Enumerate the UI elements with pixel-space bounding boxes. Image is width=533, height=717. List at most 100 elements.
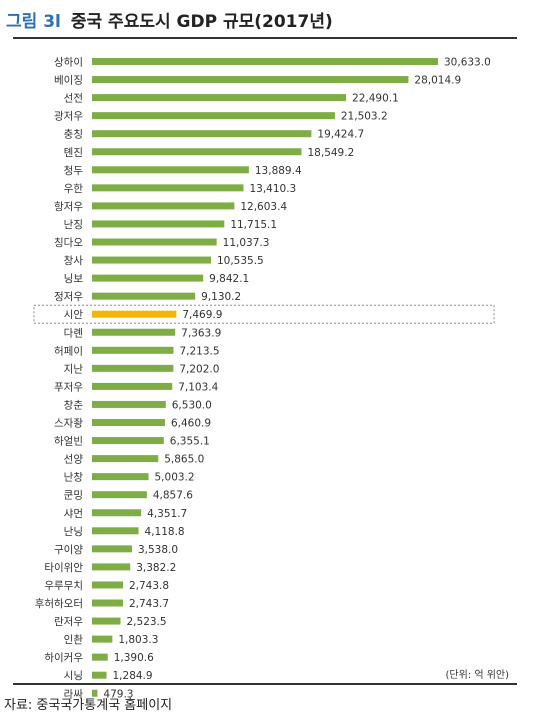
data-label: 1,284.9 [113, 670, 153, 682]
bar [92, 202, 235, 210]
category-label: 우한 [64, 183, 84, 195]
bar [92, 545, 132, 553]
bar [92, 437, 164, 445]
category-label: 지난 [64, 363, 84, 375]
data-label: 9,842.1 [209, 273, 249, 285]
category-label: 시닝 [64, 670, 83, 682]
highlight-box [33, 304, 495, 324]
bar [92, 419, 165, 426]
chart-frame [13, 37, 517, 685]
data-label: 22,490.1 [352, 93, 399, 105]
bar [92, 617, 121, 625]
category-label: 푸저우 [54, 381, 83, 393]
data-label: 13,889.4 [255, 165, 302, 177]
bar [92, 364, 174, 372]
bar [92, 653, 108, 661]
category-label: 난징 [64, 219, 83, 231]
bar [92, 112, 335, 120]
bar [92, 292, 196, 300]
bar [92, 400, 166, 408]
category-label: 라싸 [64, 688, 84, 700]
category-label: 충칭 [64, 129, 83, 141]
data-label: 13,410.3 [249, 183, 296, 195]
category-label: 항저우 [54, 201, 83, 213]
category-label: 베이징 [54, 75, 83, 87]
data-label: 2,523.5 [127, 616, 167, 628]
bar [92, 346, 174, 354]
data-label: 6,530.0 [172, 399, 212, 411]
data-label: 11,037.3 [223, 237, 270, 249]
category-label: 칭다오 [54, 237, 83, 249]
category-label: 인촨 [64, 634, 84, 646]
source-note: 자료: 중국국가통계국 홈페이지 [4, 698, 173, 713]
data-label: 3,382.2 [136, 562, 176, 574]
data-label: 11,715.1 [230, 219, 277, 231]
data-label: 10,535.5 [217, 255, 264, 267]
category-label: 청두 [64, 165, 84, 177]
data-label: 5,865.0 [164, 454, 204, 466]
bar [92, 94, 347, 102]
data-label: 7,202.0 [179, 363, 219, 375]
category-label: 후허하오터 [35, 597, 83, 610]
data-label: 7,363.9 [181, 327, 221, 339]
category-label: 다롄 [64, 327, 83, 339]
data-label: 5,003.2 [155, 472, 195, 484]
bar [92, 148, 302, 156]
data-label: 30,633.0 [444, 57, 491, 69]
bar [92, 220, 225, 228]
category-label: 하얼빈 [54, 435, 83, 448]
figure-title-block: 그림 3l 중국 주요도시 GDP 규모(2017년) [6, 6, 333, 32]
category-label: 선전 [64, 93, 83, 105]
bar [92, 328, 176, 336]
category-label: 시안 [64, 309, 84, 321]
data-label: 1,803.3 [118, 634, 158, 646]
bar [92, 473, 149, 481]
data-label: 7,213.5 [179, 345, 219, 357]
category-label: 닝보 [64, 273, 84, 285]
data-label: 6,460.9 [171, 418, 211, 430]
category-label: 쿤밍 [64, 490, 83, 502]
data-label: 2,743.7 [129, 598, 169, 610]
data-label: 18,549.2 [308, 147, 355, 159]
bar [92, 310, 177, 318]
data-label: 7,469.9 [182, 309, 222, 321]
category-label: 창춘 [64, 399, 84, 411]
bar [92, 527, 139, 535]
figure-label: 그림 3l [6, 11, 61, 32]
data-label: 4,118.8 [145, 526, 185, 538]
bar [92, 76, 409, 84]
bar [92, 635, 113, 643]
bar [92, 671, 107, 679]
data-label: 9,130.2 [201, 291, 241, 303]
bar [92, 58, 438, 65]
category-label: 상하이 [54, 56, 83, 69]
data-label: 7,103.4 [178, 381, 218, 393]
bar [92, 166, 249, 174]
bar [92, 256, 211, 264]
category-label: 란저우 [54, 616, 83, 628]
bar [92, 509, 142, 517]
category-label: 우루무치 [44, 580, 83, 592]
category-label: 톈진 [64, 147, 83, 159]
data-label: 479.3 [103, 688, 133, 700]
bar [92, 130, 312, 138]
data-label: 21,503.2 [341, 111, 388, 123]
category-label: 창사 [64, 255, 84, 267]
unit-note: (단위: 억 위안) [445, 670, 509, 681]
category-label: 샤먼 [64, 508, 83, 520]
category-label: 스자좡 [54, 418, 83, 430]
category-label: 선양 [64, 454, 84, 466]
category-label: 정저우 [54, 291, 83, 303]
category-label: 난닝 [64, 526, 83, 538]
category-label: 타이위안 [44, 561, 83, 574]
bar [92, 184, 244, 192]
category-label: 허페이 [54, 345, 83, 357]
data-label: 1,390.6 [114, 652, 154, 664]
category-label: 하이커우 [44, 651, 83, 664]
bar [92, 238, 217, 246]
data-label: 28,014.9 [414, 75, 461, 87]
category-label: 구이양 [54, 544, 83, 556]
data-label: 19,424.7 [317, 129, 364, 141]
bar [92, 581, 123, 589]
